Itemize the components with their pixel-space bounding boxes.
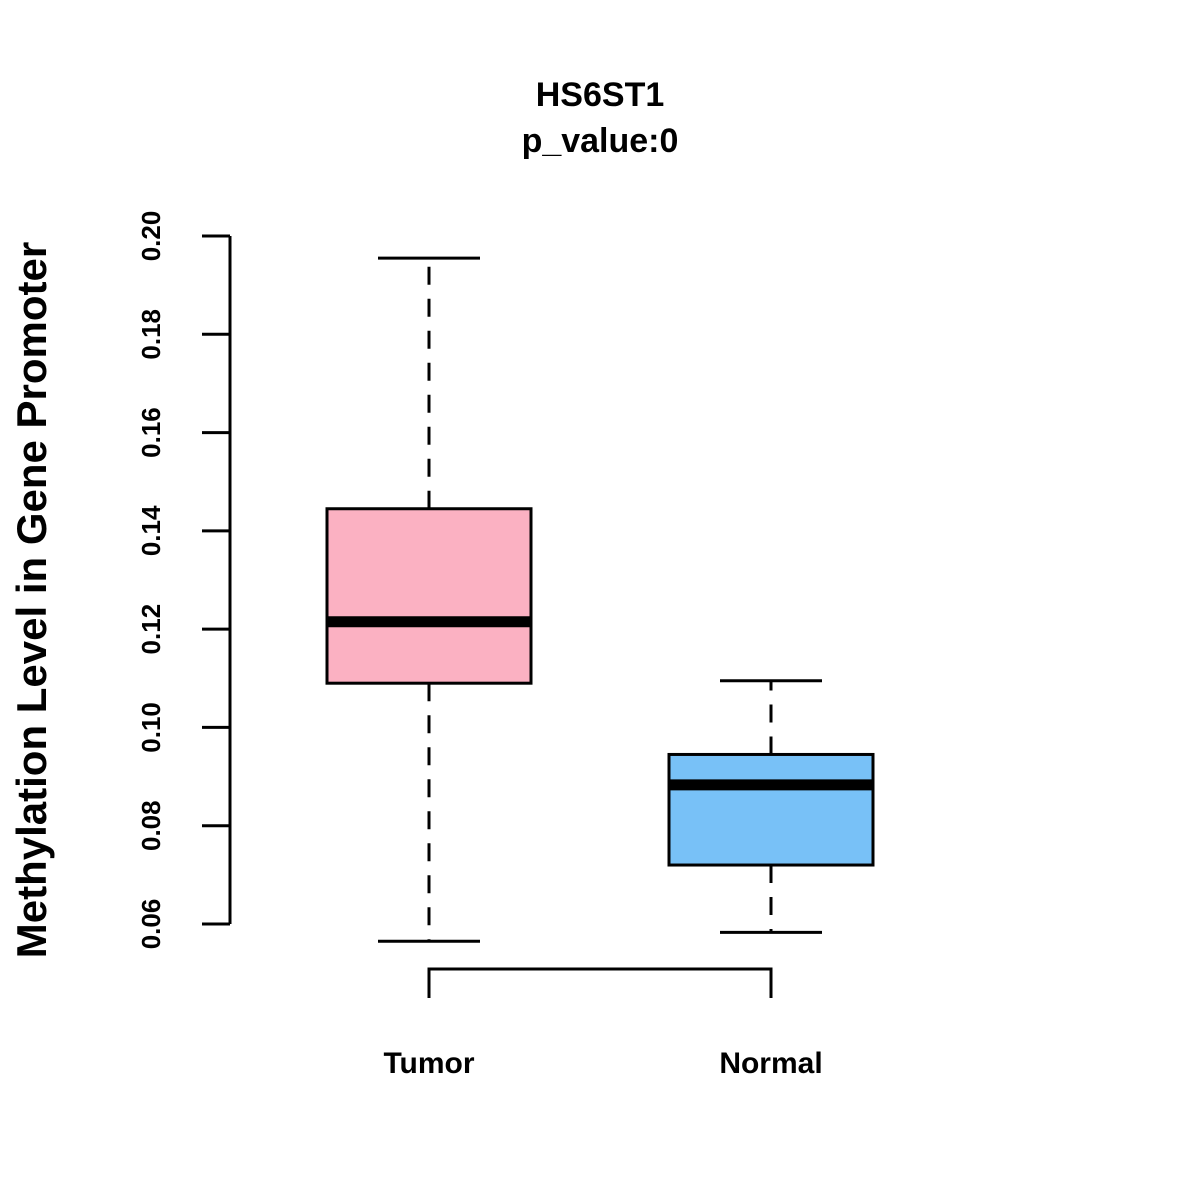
y-tick-label: 0.08 bbox=[136, 800, 166, 851]
y-tick-label: 0.06 bbox=[136, 899, 166, 950]
y-tick-label: 0.16 bbox=[136, 407, 166, 458]
y-axis-label: Methylation Level in Gene Promoter bbox=[8, 242, 55, 958]
x-tick-label-normal: Normal bbox=[719, 1047, 822, 1080]
iqr-box bbox=[325, 507, 533, 685]
y-tick-label: 0.12 bbox=[136, 604, 166, 655]
boxes bbox=[325, 256, 875, 943]
box-tumor bbox=[325, 256, 533, 943]
y-tick-label: 0.14 bbox=[136, 505, 166, 556]
iqr-box bbox=[667, 752, 875, 867]
x-tick-label-tumor: Tumor bbox=[383, 1047, 474, 1080]
box-normal bbox=[667, 679, 875, 934]
y-tick-label: 0.20 bbox=[136, 211, 166, 262]
x-axis-bracket bbox=[427, 967, 773, 998]
y-axis: 0.06 0.08 0.10 0.12 0.14 0.16 0.18 0.20 bbox=[136, 211, 232, 950]
chart-subtitle: p_value:0 bbox=[522, 122, 679, 160]
chart-title: HS6ST1 bbox=[536, 76, 665, 114]
x-axis: Tumor Normal bbox=[383, 967, 823, 1080]
y-tick-label: 0.10 bbox=[136, 702, 166, 753]
y-tick-label: 0.18 bbox=[136, 309, 166, 360]
